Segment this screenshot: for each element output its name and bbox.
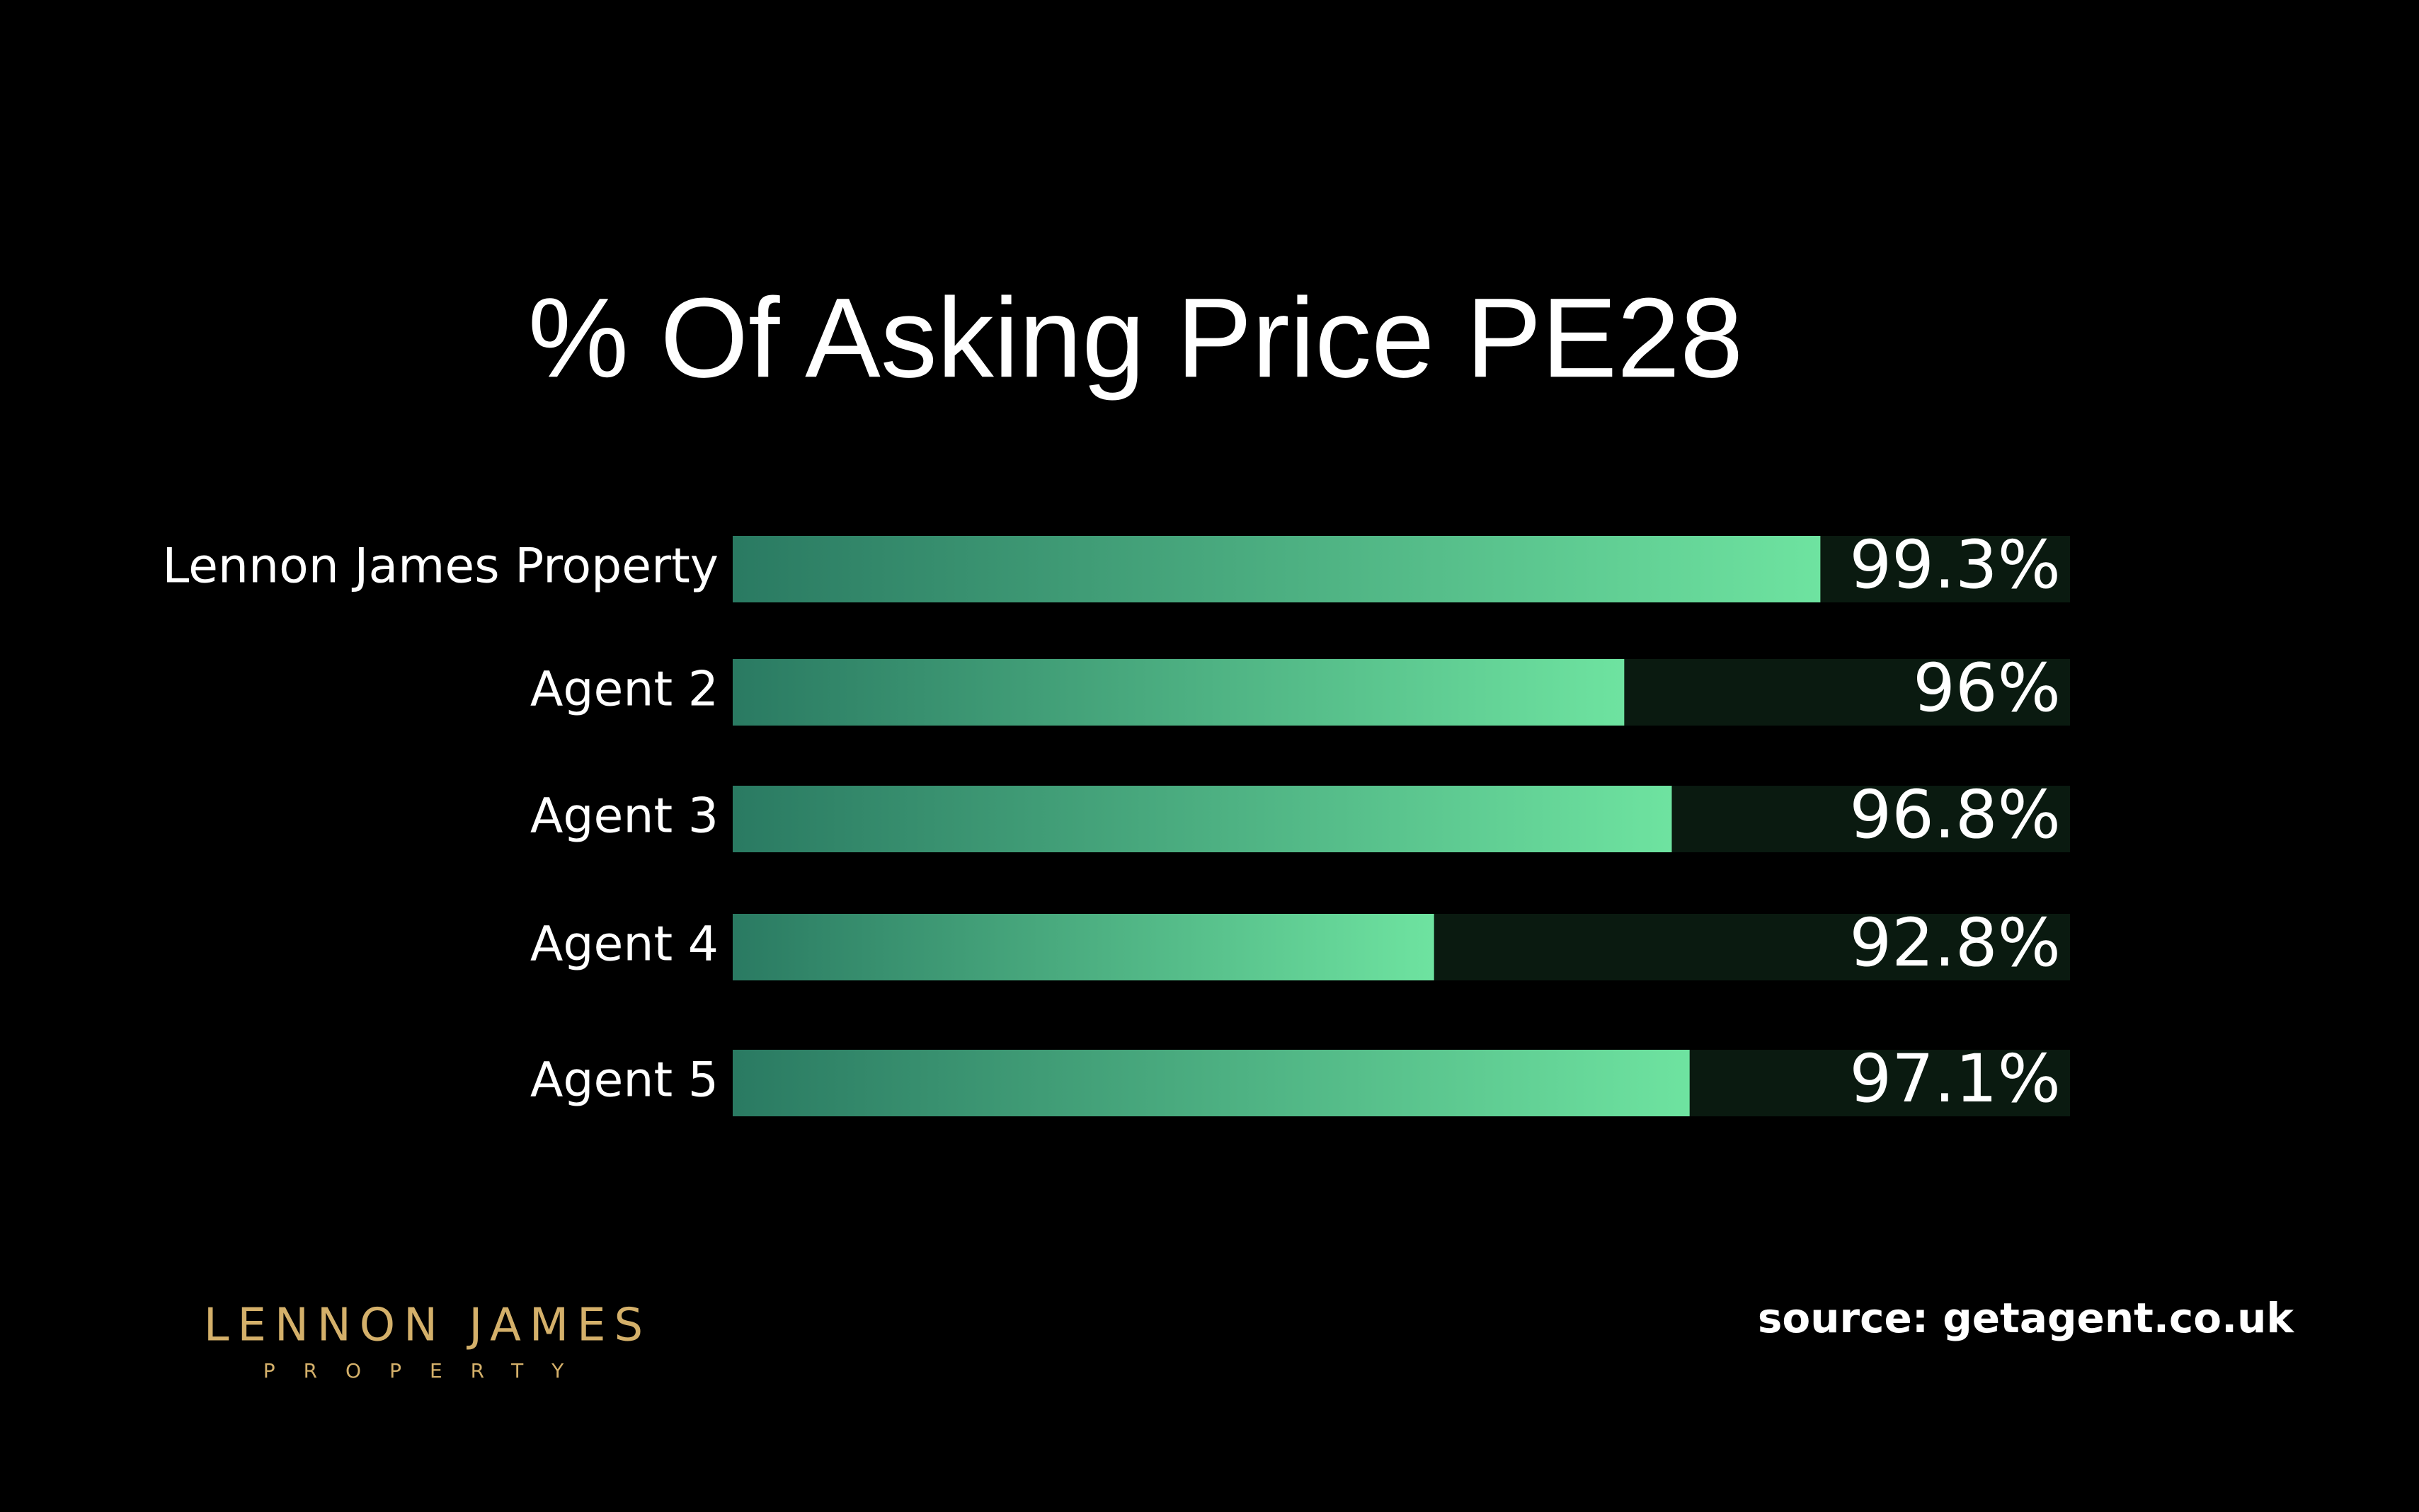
category-label: Agent 5: [530, 1053, 719, 1109]
bar: [733, 914, 1434, 980]
bar: [733, 1050, 1690, 1116]
bar: [733, 659, 1625, 726]
brand-logo: LENNON JAMES: [204, 1300, 651, 1352]
value-label: 96%: [1913, 650, 2061, 727]
source-note: source: getagent.co.uk: [1758, 1294, 2295, 1342]
value-label: 96.8%: [1849, 777, 2061, 854]
category-label: Lennon James Property: [162, 539, 719, 595]
value-label: 92.8%: [1849, 905, 2061, 982]
bar: [733, 536, 1821, 602]
category-label: Agent 3: [530, 789, 719, 844]
bar: [733, 786, 1672, 852]
value-label: 97.1%: [1849, 1041, 2061, 1118]
brand-logo-sub: PROPERTY: [263, 1359, 593, 1382]
category-label: Agent 2: [530, 662, 719, 718]
value-label: 99.3%: [1849, 527, 2061, 604]
chart-title: % Of Asking Price PE28: [528, 274, 1743, 401]
category-label: Agent 4: [530, 917, 719, 973]
